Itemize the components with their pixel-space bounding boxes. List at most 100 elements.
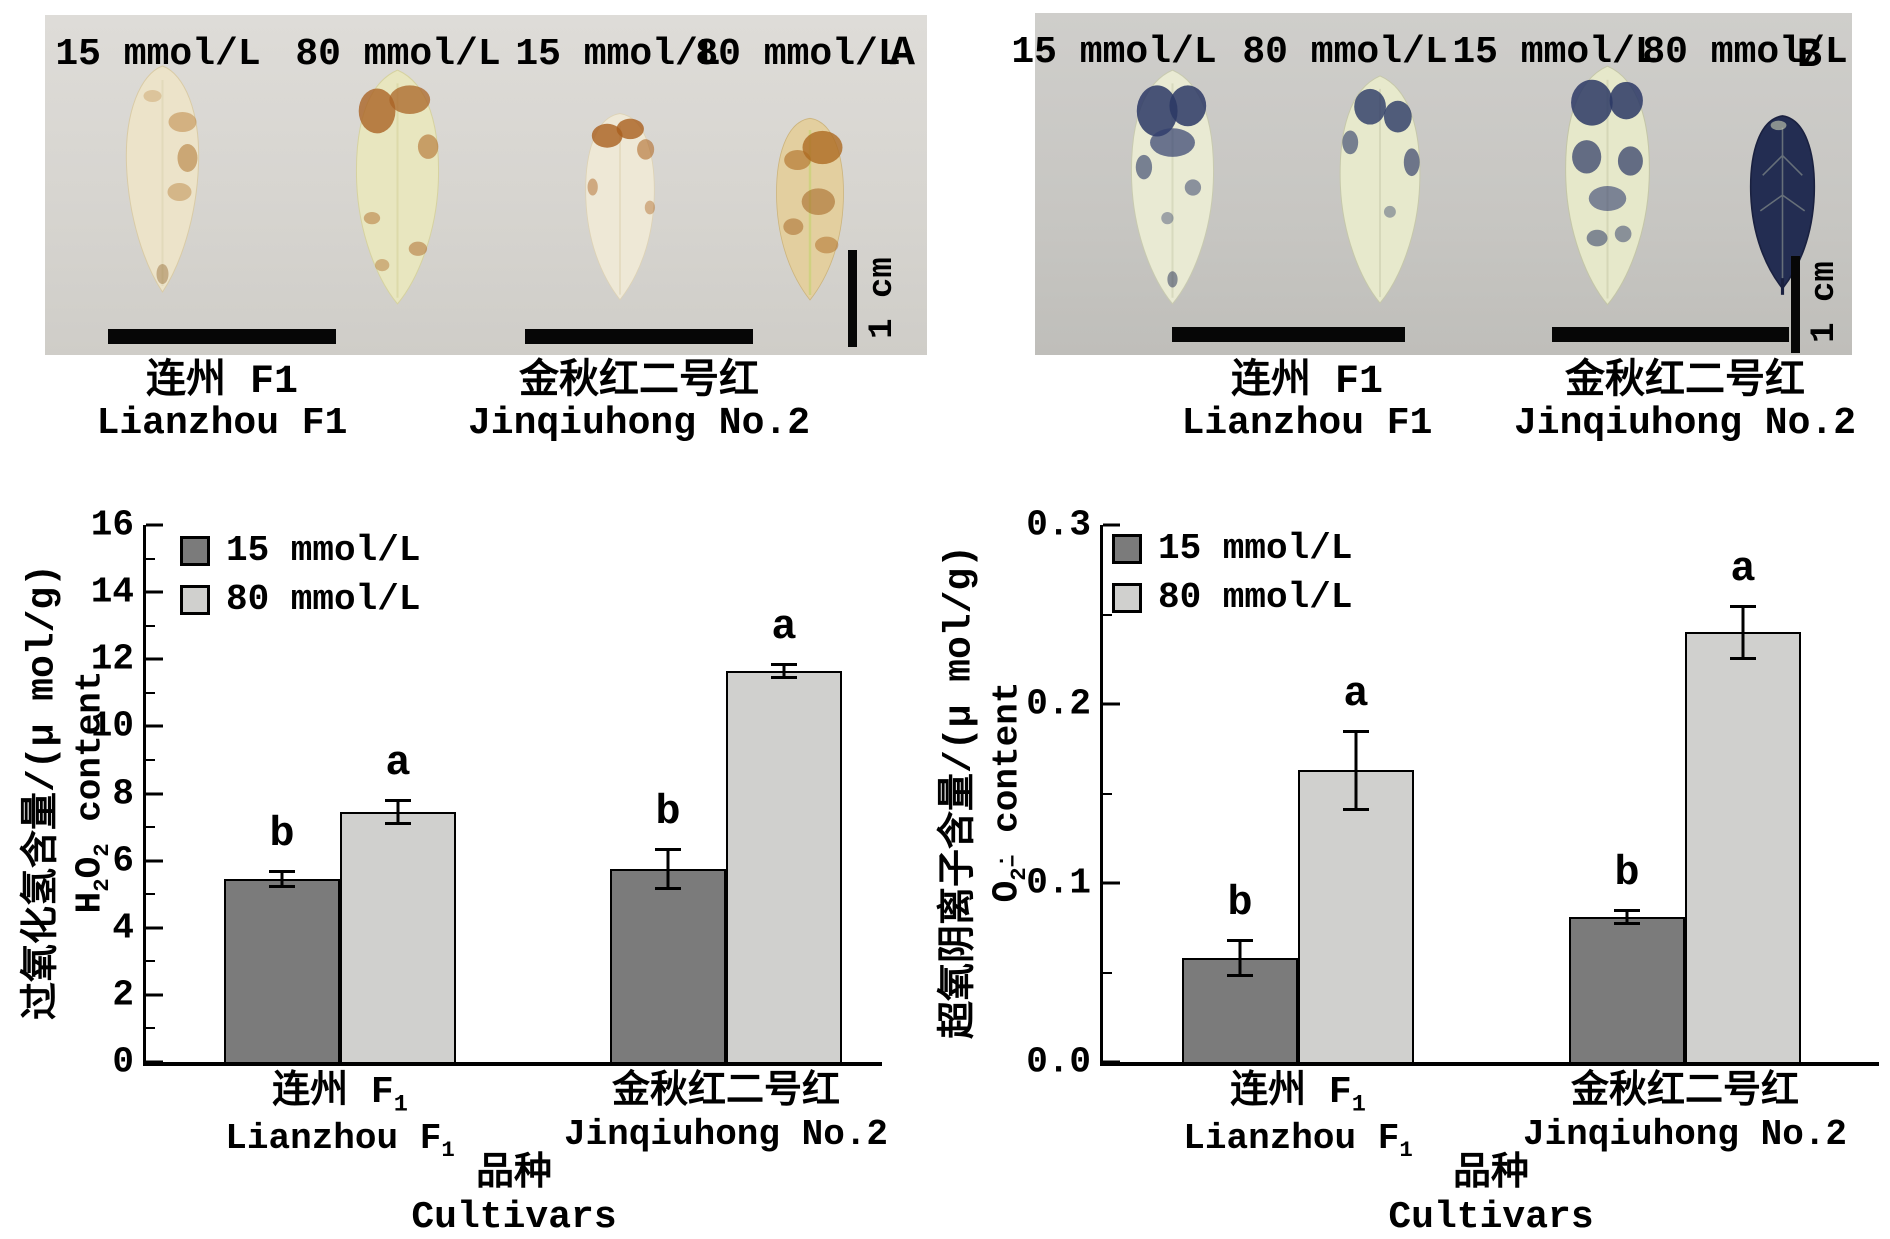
panel-letter: A [889,29,915,77]
legend-item: 15 mmol/L [180,530,420,571]
legend-item: 80 mmol/L [180,579,420,620]
x-axis-title: 品种 Cultivars [411,1153,617,1239]
legend-label: 15 mmol/L [1158,528,1353,569]
legend-item: 80 mmol/L [1112,577,1352,618]
x-axis-title-en: Cultivars [411,1195,617,1239]
significance-letter: a [771,603,797,652]
scale-bar-label: 1 cm [864,257,902,339]
x-axis-title: 品种 Cultivars [1388,1153,1594,1239]
panel-letter: B [1796,31,1822,79]
y-axis-major-tick [1103,881,1120,885]
significance-letter: a [1343,669,1369,718]
error-bar [1354,730,1358,810]
y-axis-major-tick [146,724,163,728]
chart-legend: 15 mmol/L 80 mmol/L [180,530,420,628]
leaf-image [1130,69,1215,305]
y-axis-tick-label: 12 [90,638,134,680]
error-bar [1625,909,1629,925]
error-bar [1238,940,1242,977]
y-axis-minor-tick [146,758,155,761]
group-underline-bar [1172,327,1405,342]
leaf-image [1339,75,1421,304]
legend-label: 80 mmol/L [1158,577,1353,618]
y-axis-label-en: H2O2 content [70,670,116,914]
cultivar-name-cn: 金秋红二号红 [519,360,759,405]
y-axis-label-h2o2: 过氧化氢含量/(μ mol/g) H2O2 content [19,564,118,1020]
data-bar [224,879,340,1062]
error-bar [666,848,670,890]
treatment-label: 80 mmol/L [1242,31,1448,74]
group-underline-bar [525,329,753,344]
cultivar-caption: 连州 F1 Lianzhou F1 [1181,361,1433,446]
treatment-label: 80 mmol/L [1642,31,1848,74]
x-category-label: 连州 F1 Lianzhou F1 [1183,1071,1412,1163]
y-axis-tick-label: 16 [90,504,134,546]
significance-letter: b [1227,879,1253,928]
y-axis-major-tick [146,926,163,930]
x-axis-title-cn: 品种 [475,1153,553,1196]
y-axis-label-en: O2 · − content [987,681,1033,903]
x-category-cn: 连州 F1 [272,1071,408,1119]
x-category-label: 金秋红二号红 Jinqiuhong No.2 [1523,1071,1847,1155]
treatment-label: 15 mmol/L [1011,31,1217,74]
y-axis-major-tick [146,1060,163,1064]
y-axis-minor-tick [146,691,155,694]
error-bar-cap [1730,604,1756,608]
y-axis-major-tick [146,792,163,795]
y-axis-major-tick [146,590,163,594]
y-axis-tick-label: 4 [112,907,134,949]
error-bar [396,800,400,824]
x-category-cn: 连州 F1 [1230,1071,1366,1119]
cultivar-name-cn: 金秋红二号红 [1565,360,1805,405]
scale-bar-label: 1 cm [1806,261,1844,343]
y-axis-major-tick [146,523,163,527]
group-underline-bar [1552,327,1789,342]
significance-letter: b [1614,848,1640,897]
error-bar-cap [771,663,797,667]
leaf-photo-panel-b: 15 mmol/L 80 mmol/L 15 mmol/L 80 mmol/L … [1011,13,1852,355]
cultivar-name-en: Lianzhou F1 [1181,402,1433,446]
cultivar-caption: 金秋红二号红 Jinqiuhong No.2 [468,360,810,445]
y-axis-minor-tick [1103,613,1112,616]
treatment-label: 15 mmol/L [515,33,721,76]
scale-bar [848,250,857,347]
leaf-image [585,113,656,301]
y-axis-tick-label: 14 [90,571,134,613]
significance-letter: b [655,787,681,836]
cultivar-name-cn: 连州 F1 [145,360,298,405]
x-category-cn: 金秋红二号红 [1570,1071,1799,1114]
leaf-photo-panel-a: 15 mmol/L 80 mmol/L 15 mmol/L 80 mmol/L … [45,15,927,355]
group-underline-bar [108,329,336,344]
significance-letter: b [269,809,295,858]
cultivar-name-en: Lianzhou F1 [96,402,348,446]
error-bar-cap [269,869,295,873]
error-bar-cap [1227,939,1253,943]
x-axis-title-cn: 品种 [1452,1153,1530,1196]
significance-letter: a [385,739,411,788]
y-axis-minor-tick [146,557,155,560]
y-axis-major-tick [146,657,163,661]
y-axis-major-tick [1103,1060,1120,1064]
legend-swatch [1112,582,1142,613]
y-axis-minor-tick [146,893,155,896]
x-axis-title-en: Cultivars [1388,1195,1594,1239]
legend-item: 15 mmol/L [1112,528,1352,569]
y-axis-minor-tick [1103,971,1112,974]
error-bar-cap [1614,908,1640,912]
y-axis-tick-label: 10 [90,705,134,747]
y-axis-minor-tick [146,624,155,627]
legend-label: 80 mmol/L [226,579,421,620]
leaf-image [776,117,844,301]
data-bar [1298,770,1414,1062]
x-category-label: 连州 F1 Lianzhou F1 [225,1071,454,1163]
y-axis-minor-tick [1103,792,1112,795]
error-bar [1741,605,1745,660]
y-axis-major-tick [146,993,163,997]
y-axis-tick-label: 0.0 [1026,1041,1091,1083]
leaf-image [1565,65,1650,306]
significance-letter: a [1730,544,1756,593]
leaf-image [355,69,440,305]
y-axis-tick-label: 8 [112,773,134,814]
y-axis-minor-tick [146,826,155,829]
cultivar-name-en: Jinqiuhong No.2 [1513,402,1857,446]
